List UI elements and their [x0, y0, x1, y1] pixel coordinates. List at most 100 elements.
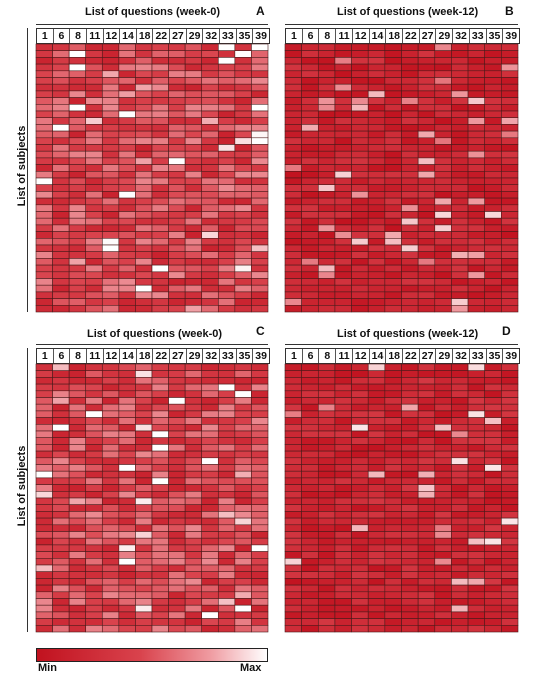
heatmap-cell	[168, 423, 186, 432]
heatmap-cell	[451, 130, 469, 139]
heatmap-cell	[101, 417, 120, 425]
heatmap-cell	[184, 544, 203, 552]
heatmap-cell	[484, 50, 502, 58]
heatmap-cell	[35, 558, 53, 566]
heatmap-cell	[251, 298, 269, 306]
heatmap-cell	[301, 298, 319, 306]
heatmap-cell	[467, 423, 486, 432]
heatmap-cell	[451, 231, 469, 239]
heatmap-cell	[135, 224, 153, 232]
heatmap-cell	[467, 611, 486, 619]
heatmap-cell	[284, 284, 302, 293]
heatmap-cell	[451, 171, 469, 179]
heatmap-cell	[367, 564, 386, 572]
heatmap-cell	[484, 531, 502, 539]
heatmap-cell	[434, 457, 452, 465]
heatmap-cell	[484, 410, 502, 418]
heatmap-cell	[201, 564, 219, 572]
heatmap-cell	[251, 444, 269, 452]
heatmap-cell	[85, 264, 103, 273]
heatmap-cell	[317, 63, 336, 72]
heatmap-cell	[434, 90, 452, 98]
heatmap-cell	[384, 611, 402, 619]
heatmap-cell	[201, 50, 219, 58]
heatmap-cell	[184, 184, 203, 192]
heatmap-cell	[384, 50, 402, 58]
heatmap-cell	[234, 63, 252, 72]
heatmap-cell	[168, 551, 186, 559]
heatmap-cell	[184, 164, 203, 172]
heatmap-cell	[52, 43, 70, 51]
heatmap-cell	[85, 551, 103, 559]
heatmap-cell	[201, 423, 219, 432]
heatmap-cell	[417, 204, 436, 212]
heatmap-cell	[401, 83, 419, 92]
question-label: 32	[203, 349, 221, 363]
heatmap-cell	[118, 184, 136, 192]
heatmap-c	[35, 363, 269, 633]
heatmap-cell	[301, 77, 319, 85]
heatmap-cell	[451, 558, 469, 566]
heatmap-cell	[434, 197, 452, 206]
heatmap-cell	[401, 564, 419, 572]
heatmap-cell	[101, 97, 120, 105]
heatmap-cell	[251, 464, 269, 472]
heatmap-cell	[451, 271, 469, 279]
heatmap-cell	[451, 117, 469, 125]
heatmap-cell	[401, 524, 419, 532]
heatmap-cell	[118, 517, 136, 526]
heatmap-cell	[234, 470, 252, 479]
heatmap-cell	[301, 83, 319, 92]
heatmap-cell	[68, 298, 87, 306]
heatmap-cell	[184, 258, 203, 266]
heatmap-cell	[217, 437, 236, 445]
heatmap-cell	[284, 150, 302, 159]
heatmap-cell	[367, 304, 386, 313]
heatmap-cell	[401, 57, 419, 65]
heatmap-cell	[451, 397, 469, 405]
heatmap-cell	[451, 77, 469, 85]
heatmap-cell	[434, 130, 452, 139]
heatmap-cell	[151, 191, 169, 199]
heatmap-cell	[168, 611, 186, 619]
heatmap-cell	[184, 423, 203, 432]
heatmap-cell	[135, 397, 153, 405]
heatmap-cell	[135, 410, 153, 418]
heatmap-cell	[467, 291, 486, 299]
heatmap-cell	[68, 430, 87, 438]
heatmap-cell	[417, 531, 436, 539]
heatmap-cell	[234, 537, 252, 546]
heatmap-cell	[451, 110, 469, 118]
heatmap-cell	[118, 117, 136, 125]
heatmap-cell	[234, 278, 252, 286]
heatmap-cell	[434, 97, 452, 105]
heatmap-cell	[217, 110, 236, 118]
heatmap-cell	[151, 304, 169, 313]
question-label: 12	[104, 29, 121, 43]
heatmap-cell	[384, 97, 402, 105]
heatmap-cell	[367, 584, 386, 593]
heatmap-cell	[201, 591, 219, 599]
heatmap-cell	[401, 204, 419, 212]
heatmap-cell	[484, 624, 502, 633]
x-axis-arrow	[285, 24, 518, 25]
heatmap-cell	[317, 177, 336, 185]
heatmap-cell	[118, 224, 136, 232]
heatmap-cell	[35, 544, 53, 552]
heatmap-cell	[184, 624, 203, 633]
heatmap-cell	[417, 244, 436, 252]
heatmap-cell	[68, 618, 87, 626]
heatmap-cell	[85, 618, 103, 626]
heatmap-cell	[101, 450, 120, 459]
heatmap-cell	[135, 164, 153, 172]
heatmap-cell	[52, 103, 70, 112]
heatmap-cell	[251, 430, 269, 438]
heatmap-cell	[484, 211, 502, 219]
heatmap-cell	[317, 110, 336, 118]
heatmap-cell	[301, 383, 319, 392]
heatmap-cell	[317, 157, 336, 165]
heatmap-cell	[168, 217, 186, 226]
heatmap-cell	[317, 497, 336, 505]
heatmap-cell	[151, 110, 169, 118]
heatmap-cell	[484, 423, 502, 432]
